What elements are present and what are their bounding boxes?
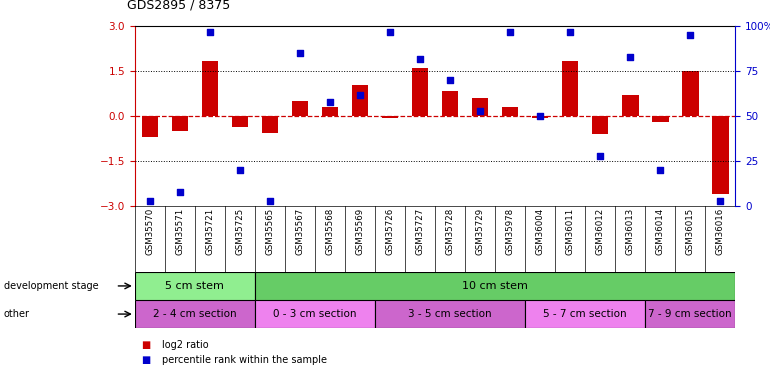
Bar bbox=[135, 300, 255, 328]
Point bbox=[654, 167, 666, 173]
Text: 5 cm stem: 5 cm stem bbox=[166, 281, 224, 291]
Text: GSM35569: GSM35569 bbox=[356, 208, 364, 255]
Text: GSM35570: GSM35570 bbox=[146, 208, 154, 255]
Point bbox=[504, 28, 516, 34]
Text: GSM35567: GSM35567 bbox=[296, 208, 304, 255]
Point bbox=[383, 28, 396, 34]
Bar bbox=[712, 116, 728, 194]
Point bbox=[143, 198, 156, 204]
Bar bbox=[622, 95, 638, 116]
Bar bbox=[645, 300, 735, 328]
Point bbox=[173, 189, 186, 195]
Text: 3 - 5 cm section: 3 - 5 cm section bbox=[408, 309, 492, 319]
Text: 10 cm stem: 10 cm stem bbox=[462, 281, 528, 291]
Text: 7 - 9 cm section: 7 - 9 cm section bbox=[648, 309, 732, 319]
Bar bbox=[262, 116, 278, 133]
Bar bbox=[352, 85, 368, 116]
Point bbox=[474, 108, 487, 114]
Point bbox=[684, 32, 696, 38]
Text: GSM35726: GSM35726 bbox=[386, 208, 394, 255]
Text: percentile rank within the sample: percentile rank within the sample bbox=[162, 355, 326, 365]
Text: GSM35727: GSM35727 bbox=[416, 208, 424, 255]
Text: GSM35725: GSM35725 bbox=[236, 208, 244, 255]
Text: GSM36012: GSM36012 bbox=[596, 208, 604, 255]
Point bbox=[564, 28, 576, 34]
Bar bbox=[375, 300, 525, 328]
Bar bbox=[592, 116, 608, 134]
Bar bbox=[412, 68, 428, 116]
Text: ■: ■ bbox=[142, 355, 155, 365]
Bar bbox=[682, 71, 698, 116]
Bar bbox=[202, 61, 218, 116]
Text: 0 - 3 cm section: 0 - 3 cm section bbox=[273, 309, 357, 319]
Text: GSM35565: GSM35565 bbox=[266, 208, 274, 255]
Point bbox=[234, 167, 246, 173]
Bar bbox=[525, 300, 645, 328]
Point bbox=[414, 56, 427, 62]
Bar bbox=[292, 101, 308, 116]
Bar bbox=[322, 107, 338, 116]
Text: 2 - 4 cm section: 2 - 4 cm section bbox=[153, 309, 236, 319]
Text: GSM35978: GSM35978 bbox=[506, 208, 514, 255]
Point bbox=[354, 92, 367, 98]
Text: GSM36014: GSM36014 bbox=[656, 208, 665, 255]
Point bbox=[624, 54, 636, 60]
Text: development stage: development stage bbox=[4, 281, 99, 291]
Bar bbox=[472, 98, 488, 116]
Bar bbox=[255, 300, 375, 328]
Text: GSM35721: GSM35721 bbox=[206, 208, 214, 255]
Bar bbox=[382, 116, 398, 118]
Text: GSM35728: GSM35728 bbox=[446, 208, 454, 255]
Point bbox=[293, 50, 306, 56]
Point bbox=[715, 198, 727, 204]
Text: 5 - 7 cm section: 5 - 7 cm section bbox=[544, 309, 627, 319]
Text: GSM36004: GSM36004 bbox=[536, 208, 544, 255]
Text: log2 ratio: log2 ratio bbox=[162, 340, 209, 350]
Text: ■: ■ bbox=[142, 340, 155, 350]
Bar bbox=[142, 116, 158, 137]
Point bbox=[594, 153, 607, 159]
Point bbox=[263, 198, 276, 204]
Text: GSM35571: GSM35571 bbox=[176, 208, 184, 255]
Bar bbox=[255, 272, 735, 300]
Text: GDS2895 / 8375: GDS2895 / 8375 bbox=[127, 0, 230, 11]
Point bbox=[203, 28, 216, 34]
Bar bbox=[652, 116, 668, 122]
Bar bbox=[135, 272, 255, 300]
Text: GSM35729: GSM35729 bbox=[476, 208, 484, 255]
Point bbox=[323, 99, 336, 105]
Text: other: other bbox=[4, 309, 30, 319]
Bar bbox=[442, 91, 458, 116]
Point bbox=[534, 113, 547, 119]
Bar bbox=[502, 107, 518, 116]
Text: GSM36011: GSM36011 bbox=[566, 208, 574, 255]
Text: GSM36015: GSM36015 bbox=[686, 208, 695, 255]
Text: GSM35568: GSM35568 bbox=[326, 208, 334, 255]
Text: GSM36013: GSM36013 bbox=[626, 208, 634, 255]
Text: GSM36016: GSM36016 bbox=[716, 208, 725, 255]
Point bbox=[444, 77, 456, 83]
Bar bbox=[232, 116, 248, 127]
Bar bbox=[532, 116, 548, 118]
Bar bbox=[562, 61, 578, 116]
Bar bbox=[172, 116, 188, 131]
